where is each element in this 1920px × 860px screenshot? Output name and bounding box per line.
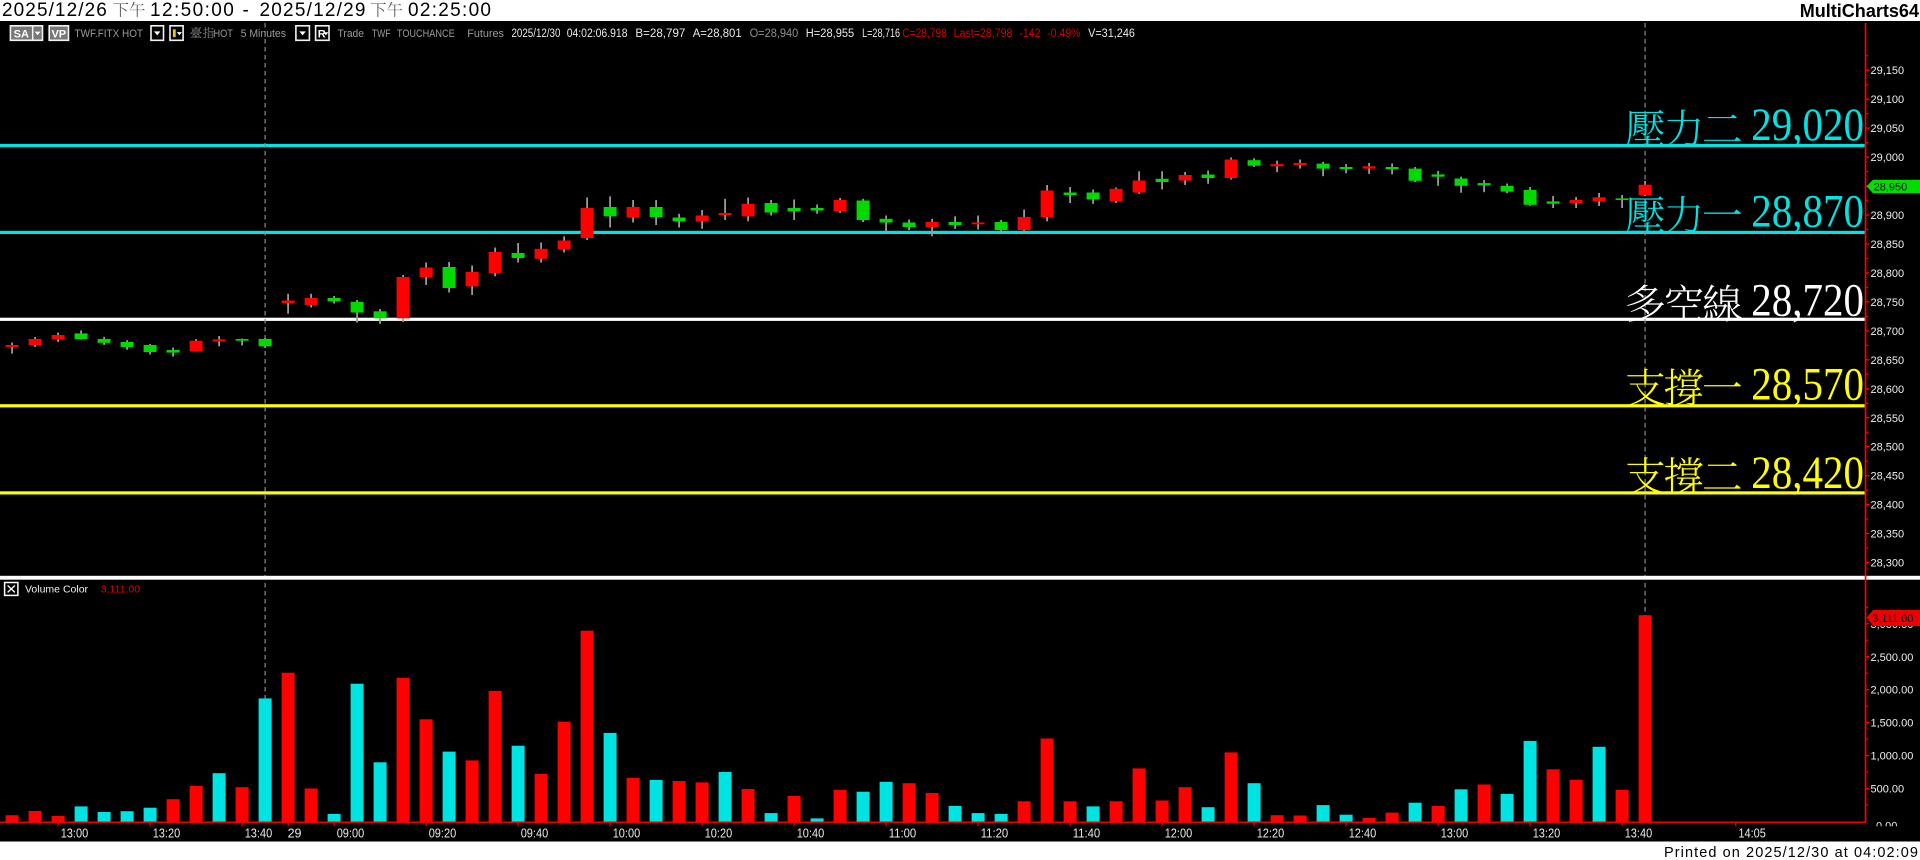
svg-text:28,870: 28,870 [1751,185,1864,237]
svg-text:TWF.FITX HOT: TWF.FITX HOT [75,28,144,40]
svg-text:28,500: 28,500 [1871,442,1905,454]
svg-text:MultiCharts64: MultiCharts64 [1800,1,1919,21]
svg-text:2025/12/29: 2025/12/29 [260,0,366,21]
svg-text:11:20: 11:20 [981,827,1009,841]
svg-text:09:00: 09:00 [337,827,365,841]
svg-text:28,550: 28,550 [1871,413,1905,425]
svg-text:R: R [318,29,326,41]
svg-text:28,600: 28,600 [1871,384,1905,396]
svg-text:TOUCHANCE: TOUCHANCE [397,28,455,40]
svg-text:VP: VP [51,28,66,40]
svg-text:10:20: 10:20 [705,827,733,841]
svg-text:28,900: 28,900 [1871,210,1905,222]
svg-text:11:40: 11:40 [1073,827,1101,841]
svg-text:09:20: 09:20 [429,827,457,841]
svg-text:5 Minutes: 5 Minutes [241,28,287,40]
svg-text:28,420: 28,420 [1751,446,1864,498]
svg-text:Futures: Futures [467,28,504,40]
svg-text:12:40: 12:40 [1349,827,1377,841]
svg-text:2,000.00: 2,000.00 [1871,685,1914,697]
svg-text:28,720: 28,720 [1751,274,1864,326]
svg-text:02:25:00: 02:25:00 [408,0,491,21]
svg-text:L=28,716: L=28,716 [862,28,900,40]
svg-text:A=28,801: A=28,801 [693,28,742,40]
svg-text:28,400: 28,400 [1871,500,1905,512]
svg-text:-0.49%: -0.49% [1047,28,1080,40]
svg-text:28,850: 28,850 [1871,239,1905,251]
svg-text:28,350: 28,350 [1871,529,1905,541]
svg-text:2025/12/26: 2025/12/26 [2,0,107,21]
svg-text:12:50:00: 12:50:00 [150,0,234,21]
svg-text:28,570: 28,570 [1751,358,1864,410]
svg-text:13:00: 13:00 [1441,827,1469,841]
svg-text:-142: -142 [1019,28,1040,40]
svg-text:C=28,798: C=28,798 [902,28,947,40]
svg-text:Volume Color: Volume Color [25,583,89,595]
svg-text:500.00: 500.00 [1871,784,1905,796]
svg-text:13:00: 13:00 [61,827,89,841]
svg-text:B=28,797: B=28,797 [635,28,685,40]
svg-text:28,700: 28,700 [1871,326,1905,338]
svg-text:H=28,955: H=28,955 [806,28,854,40]
svg-text:2,500.00: 2,500.00 [1871,652,1914,664]
svg-text:28,300: 28,300 [1871,558,1905,570]
svg-text:SA: SA [14,28,29,40]
svg-text:28,750: 28,750 [1871,297,1905,309]
svg-text:Last=28,798: Last=28,798 [954,28,1013,40]
svg-text:13:40: 13:40 [245,827,273,841]
svg-text:29,000: 29,000 [1871,152,1905,164]
svg-text:13:20: 13:20 [153,827,181,841]
svg-text:1,000.00: 1,000.00 [1871,751,1914,763]
svg-text:12:00: 12:00 [1165,827,1193,841]
svg-text:10:00: 10:00 [613,827,641,841]
svg-text:14:05: 14:05 [1738,827,1766,841]
svg-text:1,500.00: 1,500.00 [1871,718,1914,730]
svg-text:3,111.00: 3,111.00 [101,583,140,595]
svg-text:HOT: HOT [214,28,234,40]
svg-text:-: - [243,0,249,21]
svg-text:Trade: Trade [338,28,365,40]
svg-text:13:40: 13:40 [1625,827,1653,841]
svg-text:Printed on 2025/12/30 at 04:02: Printed on 2025/12/30 at 04:02:09 [1664,845,1918,860]
svg-text:O=28,940: O=28,940 [750,28,799,40]
svg-text:29,150: 29,150 [1871,65,1905,77]
svg-text:04:02:06.918: 04:02:06.918 [567,28,628,40]
svg-text:TWF: TWF [372,28,391,40]
svg-text:3,111.00: 3,111.00 [1872,613,1913,625]
svg-text:29,050: 29,050 [1871,123,1905,135]
svg-text:10:40: 10:40 [797,827,825,841]
svg-text:28,650: 28,650 [1871,355,1905,367]
svg-text:28,800: 28,800 [1871,268,1905,280]
svg-text:09:40: 09:40 [521,827,549,841]
svg-text:0.00: 0.00 [1876,820,1897,832]
svg-text:29: 29 [288,827,302,841]
svg-text:12:20: 12:20 [1257,827,1285,841]
svg-text:11:00: 11:00 [889,827,917,841]
svg-text:29,020: 29,020 [1751,99,1864,151]
svg-text:13:20: 13:20 [1533,827,1561,841]
svg-text:2025/12/30: 2025/12/30 [512,28,561,40]
svg-text:28,450: 28,450 [1871,471,1905,483]
svg-text:28,950: 28,950 [1874,181,1908,193]
svg-text:V=31,246: V=31,246 [1088,28,1135,40]
svg-text:29,100: 29,100 [1871,94,1905,106]
